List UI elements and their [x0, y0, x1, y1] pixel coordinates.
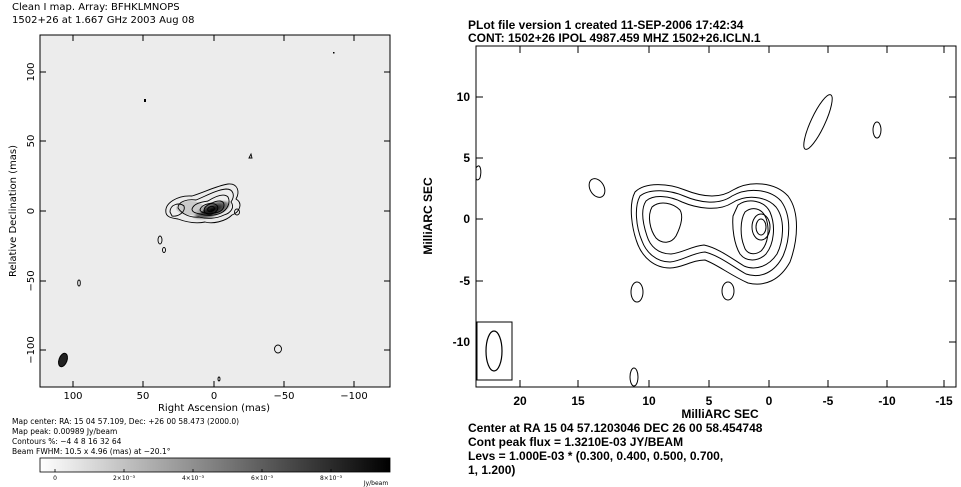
contour-6: [207, 205, 215, 213]
right-ytick-10: 10: [457, 90, 471, 104]
left-contours: [77, 152, 282, 382]
left-ylabel: Relative Declination (mas): [8, 145, 19, 277]
left-info-map-peak: Map peak: 0.00989 Jy/beam: [12, 427, 117, 436]
contour-outer: [165, 183, 241, 224]
colorbar-tick-8e-3: 8×10⁻³: [320, 475, 343, 482]
contour-blob-h: [217, 376, 221, 382]
right-title: PLot file version 1 created 11-SEP-2006 …: [468, 18, 744, 32]
left-xtick-m50: −50: [273, 391, 294, 402]
right-xtick-0: 0: [766, 394, 773, 408]
right-info-levs: Levs = 1.000E-03 * (0.300, 0.400, 0.500,…: [468, 449, 723, 463]
right-info-center: Center at RA 15 04 57.1203046 DEC 26 00 …: [468, 421, 763, 435]
left-xtick-0: 0: [211, 391, 217, 402]
left-xtick-50: 50: [137, 391, 150, 402]
source-core-blob: [191, 199, 233, 221]
right-plot-area: [475, 45, 957, 388]
r-contour-blob-bottom: [629, 367, 639, 387]
left-xtick-100: 100: [63, 391, 82, 402]
right-beam-ellipse: [485, 330, 503, 372]
left-info-contours: Contours %: −4 4 8 16 32 64: [12, 437, 122, 446]
right-xtick-10: 10: [642, 394, 656, 408]
right-info-peak: Cont peak flux = 1.3210E-03 JY/BEAM: [468, 435, 683, 449]
right-info-levs2: 1, 1.200): [468, 463, 515, 477]
colorbar-unit: Jy/beam: [363, 480, 389, 487]
contour-blob-a: [169, 203, 185, 217]
left-xtick-m100: −100: [340, 391, 367, 402]
r-contour-blob-left2: [630, 281, 644, 303]
right-xtick-15: 15: [571, 394, 585, 408]
contour-blob-f: [248, 152, 253, 159]
right-ticks: [476, 46, 956, 387]
contour-2: [177, 188, 234, 219]
left-ytick-0: 0: [26, 208, 37, 214]
contour-blob-c: [157, 235, 163, 245]
r-contour-7: [751, 213, 771, 241]
r-contour-edge: [475, 165, 482, 181]
left-map-figure: 100 50 0 −50 −100 Relative Declination (…: [8, 34, 391, 487]
r-contour-2: [635, 189, 790, 277]
right-xtick-m15: -15: [935, 394, 953, 408]
right-contours: [475, 94, 882, 387]
r-contour-4: [648, 202, 683, 243]
contour-blob-b: [234, 208, 240, 216]
colorbar-tick-6e-3: 6×10⁻³: [251, 475, 274, 482]
contour-5: [203, 203, 219, 215]
right-ytick-m10: -10: [453, 335, 471, 349]
noise-dot-b: [333, 52, 335, 54]
right-beam-box: [476, 321, 513, 381]
r-contour-blob-top: [803, 94, 833, 150]
right-subtitle: CONT: 1502+26 IPOL 4987.459 MHZ 1502+26.…: [468, 31, 761, 45]
r-contour-blob-left1: [588, 178, 606, 198]
r-contour-6: [740, 208, 769, 255]
r-contour-3: [642, 196, 783, 269]
right-xtick-m10: -10: [878, 394, 896, 408]
contour-blob-e: [77, 279, 81, 287]
colorbar-tick-2e-3: 2×10⁻³: [113, 475, 136, 482]
contour-4: [199, 200, 225, 214]
left-info-map-center: Map center: RA: 15 04 57.109, Dec: +26 0…: [12, 417, 239, 426]
colorbar-ticks: [54, 469, 332, 472]
r-contour-blob-right: [872, 121, 882, 139]
contour-blob-g: [274, 344, 282, 354]
left-colorbar: [39, 457, 391, 473]
left-title-text: Clean I map. Array: BFHKLMNOPS: [12, 2, 180, 14]
left-beam-ellipse: [58, 352, 68, 368]
left-subtitle: 1502+26 at 1.667 GHz 2003 Aug 08: [12, 15, 195, 26]
left-xlabel: Right Ascension (mas): [158, 403, 270, 414]
noise-dot-a: [144, 99, 146, 102]
left-ytick-m100: −100: [26, 336, 37, 363]
r-contour-8: [755, 218, 767, 236]
contour-3: [191, 194, 230, 216]
r-contour-blob-mid: [721, 281, 735, 301]
left-ticks: [40, 35, 390, 387]
contour-blob-d: [162, 247, 166, 253]
right-ytick-m5: -5: [459, 274, 470, 288]
r-contour-5: [732, 200, 774, 261]
right-xtick-20: 20: [513, 394, 527, 408]
right-ylabel: MilliARC SEC: [421, 177, 435, 255]
left-info-beam: Beam FWHM: 10.5 x 4.96 (mas) at −20.1°: [12, 447, 171, 456]
left-ytick-50: 50: [26, 135, 37, 148]
colorbar-tick-4e-3: 4×10⁻³: [182, 475, 205, 482]
right-xtick-m5: -5: [823, 394, 834, 408]
left-ytick-m50: −50: [26, 270, 37, 291]
right-ytick-5: 5: [463, 151, 470, 165]
right-xtick-5: 5: [706, 394, 713, 408]
r-contour-1: [630, 183, 797, 285]
right-ytick-0: 0: [463, 212, 470, 226]
right-xlabel: MilliARC SEC: [681, 407, 759, 421]
left-ytick-100: 100: [26, 62, 37, 81]
right-plot-figure: PLot file version 1 created 11-SEP-2006 …: [421, 18, 957, 477]
colorbar-tick-0: 0: [53, 475, 57, 482]
